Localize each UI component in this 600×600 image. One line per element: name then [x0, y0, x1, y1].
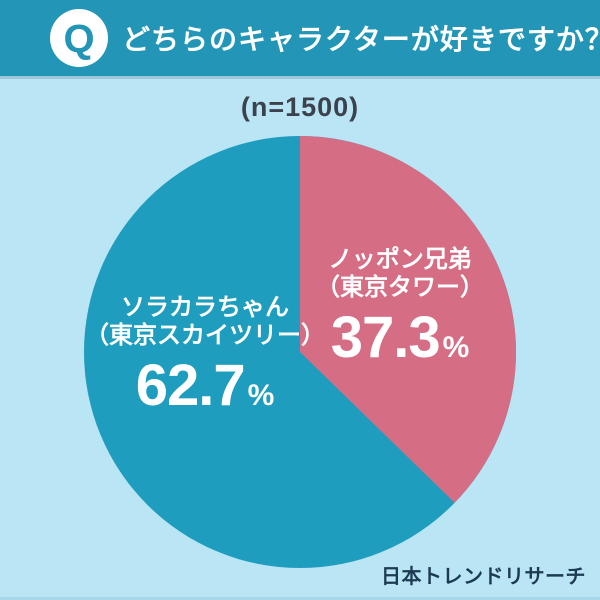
sample-size-label: (n=1500) [240, 92, 360, 122]
pie-chart [84, 136, 516, 568]
question-title: どちらのキャラクターが好きですか？ [122, 24, 600, 55]
q-letter: Q [63, 17, 95, 61]
bottom-edge [0, 597, 600, 600]
question-badge: Q [50, 9, 108, 67]
header: Q どちらのキャラクターが好きですか？ [0, 0, 600, 76]
attribution: 日本トレンドリサーチ [381, 566, 586, 588]
pie-slice-noppon [300, 136, 516, 503]
